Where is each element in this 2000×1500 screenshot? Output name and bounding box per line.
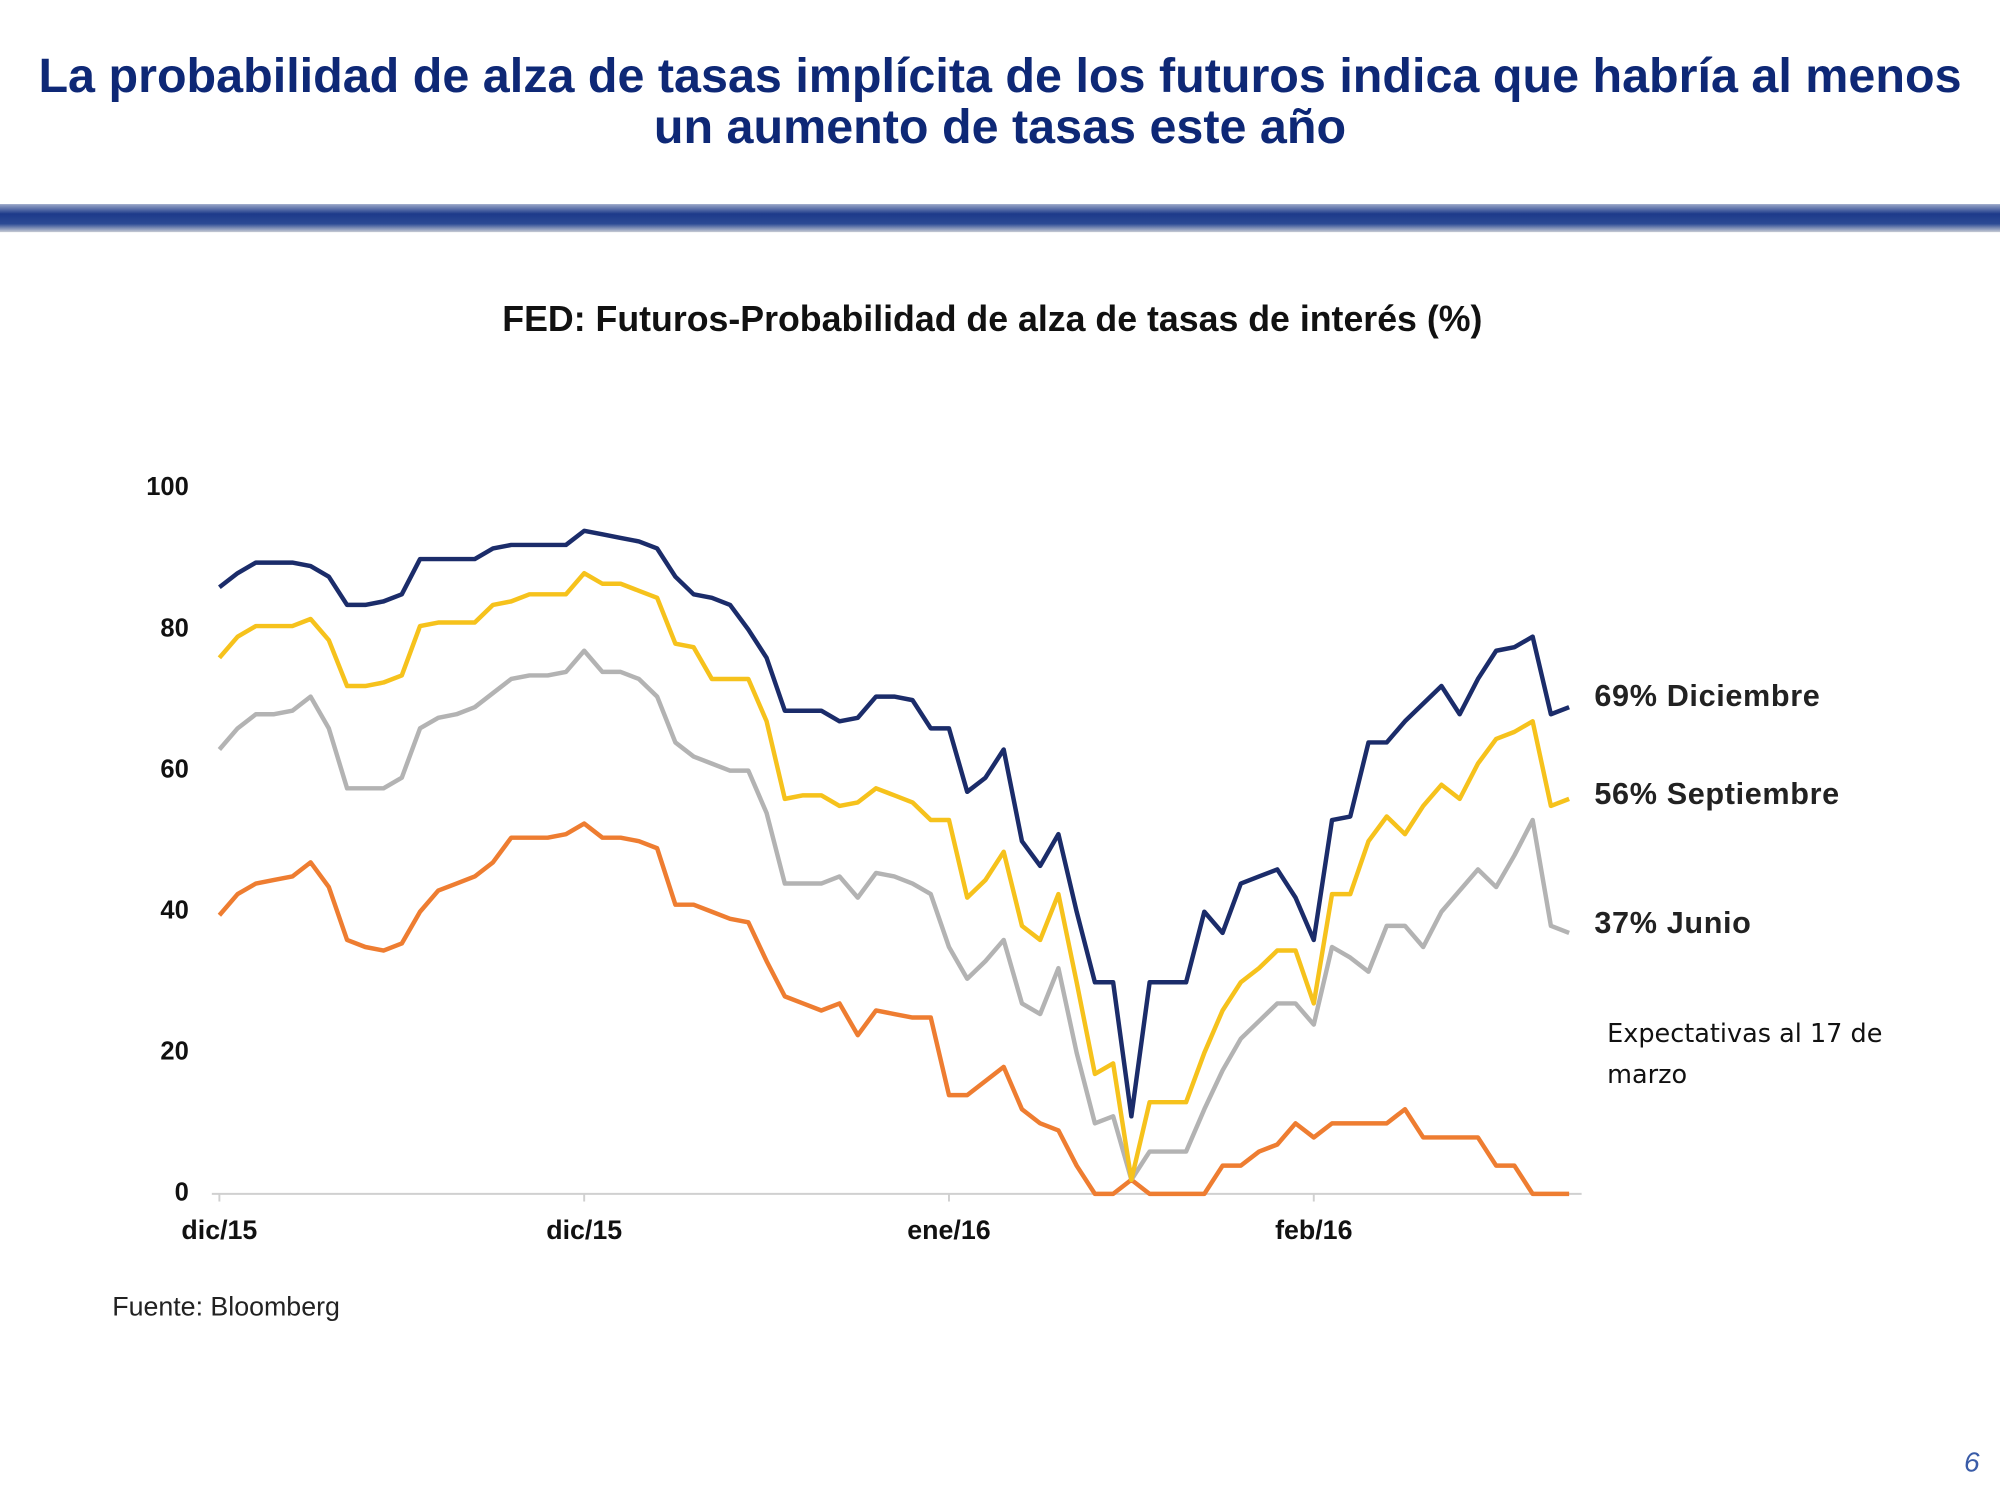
x-tick-label: dic/15	[181, 1215, 257, 1245]
series-label: 56% Septiembre	[1594, 777, 1839, 811]
series-line	[218, 528, 1570, 1119]
y-tick-label: 100	[146, 473, 189, 501]
page-number: 6	[1964, 1447, 1980, 1478]
annotation-box: Expectativas al 17 de marzo	[1607, 1017, 1883, 1090]
series-line	[217, 570, 1570, 1183]
x-tick-label: dic/15	[546, 1215, 622, 1245]
y-tick-label: 40	[160, 896, 188, 924]
y-tick-label: 20	[160, 1038, 188, 1066]
series-line	[217, 648, 1570, 1183]
slide-title: La probabilidad de alza de tasas implíci…	[38, 51, 1962, 155]
source: Fuente: Bloomberg	[112, 1292, 340, 1322]
annotation: Expectativas al 17 de marzo	[1607, 1017, 1883, 1090]
slide-title-box: La probabilidad de alza de tasas implíci…	[38, 51, 1962, 155]
series-line	[217, 821, 1570, 1197]
series-label: 69% Diciembre	[1594, 679, 1820, 713]
x-tick-label: ene/16	[907, 1215, 990, 1245]
chart-title: FED: Futuros-Probabilidad de alza de tas…	[502, 299, 1482, 339]
x-tick-label: feb/16	[1275, 1215, 1352, 1245]
header-band	[0, 204, 2000, 233]
series-label: 37% Junio	[1594, 906, 1751, 940]
y-tick-label: 80	[160, 614, 188, 642]
y-tick-label: 60	[160, 755, 188, 783]
y-tick-label: 0	[175, 1179, 189, 1207]
